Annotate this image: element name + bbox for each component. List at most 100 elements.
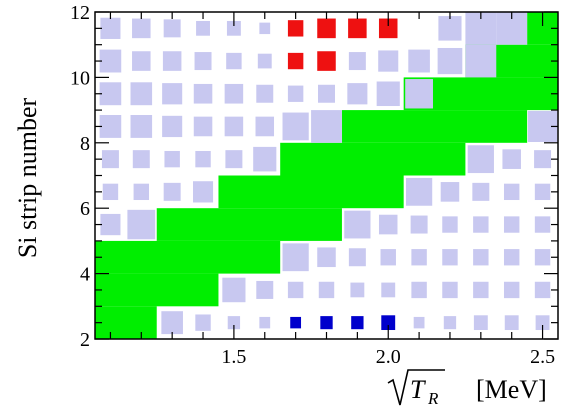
heatmap-cell — [162, 115, 183, 138]
heatmap-cell — [534, 183, 551, 201]
heatmap-cell — [502, 149, 521, 169]
heatmap-cell — [378, 214, 398, 235]
y-tick-label: 12 — [70, 2, 90, 24]
heatmap-cell — [381, 282, 396, 298]
heatmap-cell — [100, 17, 121, 39]
highlight-cell — [287, 52, 304, 70]
heatmap-cell — [503, 216, 520, 233]
heatmap-cell — [132, 51, 151, 71]
highlight-cell — [317, 51, 336, 71]
heatmap-cell — [503, 183, 520, 201]
y-axis-label: Si strip number — [13, 98, 42, 259]
y-tick-label: 2 — [80, 329, 90, 351]
heatmap-cell — [318, 84, 335, 103]
heatmap-cell — [411, 281, 427, 299]
highlight-cell — [290, 316, 302, 329]
heatmap-cell — [376, 81, 400, 107]
heatmap-cell — [255, 116, 275, 137]
band-segment — [218, 175, 404, 209]
x-tick-label: 2.5 — [530, 346, 555, 368]
heatmap-cell — [317, 247, 336, 268]
band-segment — [95, 306, 157, 339]
heatmap-cell — [256, 84, 274, 103]
heatmap-cell — [287, 85, 304, 102]
heatmap-cell — [222, 277, 246, 303]
heatmap-cell — [440, 182, 460, 202]
heatmap-cell — [473, 249, 489, 266]
heatmap-cell — [473, 281, 489, 299]
heatmap-cell — [413, 316, 425, 329]
heatmap-cell — [378, 50, 399, 72]
heatmap-cell — [504, 315, 519, 331]
heatmap-cell — [194, 52, 212, 71]
heatmap-cell — [130, 115, 153, 138]
heatmap-cell — [102, 183, 119, 201]
heatmap-cell — [282, 243, 309, 272]
heatmap-cell — [534, 249, 551, 266]
heatmap-cell — [438, 16, 462, 41]
heatmap-cell — [344, 210, 371, 239]
heatmap-cell — [196, 20, 210, 36]
heatmap-cell — [534, 150, 552, 169]
heatmap-cell — [282, 112, 309, 141]
heatmap-cell — [163, 182, 181, 201]
heatmap-cell — [348, 248, 366, 267]
x-tick-label: 2.0 — [376, 346, 401, 368]
heatmap-cell — [127, 209, 156, 240]
heatmap-cell — [162, 51, 182, 71]
heatmap-cell — [467, 145, 494, 174]
heatmap-cell — [311, 110, 342, 143]
heatmap-cell — [350, 282, 365, 298]
heatmap-cell — [132, 18, 151, 39]
band-segment — [280, 142, 466, 176]
plot-area — [95, 12, 558, 339]
band-segment — [156, 208, 342, 241]
y-tick-label: 4 — [80, 264, 90, 286]
heatmap-cell — [224, 116, 244, 137]
heatmap-cell — [193, 116, 213, 137]
heatmap-cell — [99, 82, 122, 106]
heatmap-cell — [405, 177, 433, 206]
heatmap-cell — [473, 216, 489, 233]
heatmap-cell — [193, 83, 213, 104]
x-tick-labels: 1.5 2.0 2.5 — [221, 346, 555, 368]
highlight-cell — [348, 18, 367, 39]
heatmap-cell — [226, 52, 242, 70]
heatmap-cell — [253, 146, 277, 172]
heatmap-cell — [472, 182, 490, 201]
axis-ticks — [95, 11, 558, 340]
heatmap-cell — [101, 150, 119, 169]
heatmap-cell — [164, 150, 180, 168]
highlight-cell — [287, 20, 304, 37]
x-axis-label: T R [MeV] — [387, 369, 547, 408]
heatmap-cell — [226, 20, 241, 36]
x-axis-label-subscript: R — [427, 389, 439, 408]
heatmap-cell — [133, 183, 150, 201]
x-tick-label: 1.5 — [221, 346, 246, 368]
heatmap-cell — [99, 115, 122, 138]
heatmap-cell — [437, 47, 463, 75]
heatmap-cell — [410, 215, 428, 234]
heatmap-cell — [195, 314, 211, 331]
sqrt-sign-icon — [387, 369, 445, 406]
heatmap-cell — [195, 150, 211, 168]
heatmap-cell — [473, 315, 488, 331]
y-tick-labels: 2 4 6 8 10 12 — [70, 2, 90, 351]
heatmap-cell — [161, 311, 183, 335]
heatmap-cell — [130, 82, 153, 106]
heatmap-cell — [224, 83, 244, 104]
heatmap-cell — [163, 19, 181, 38]
y-tick-label: 10 — [70, 67, 90, 89]
heatmap-cell — [503, 281, 520, 299]
highlight-cell — [317, 18, 336, 39]
band-segment — [95, 240, 281, 274]
heatmap-cell — [318, 281, 335, 299]
heatmap-cell — [442, 281, 458, 299]
band-segment — [341, 110, 528, 143]
y-tick-label: 6 — [80, 198, 90, 220]
heatmap-cell — [162, 83, 183, 105]
heatmap-cell — [443, 316, 457, 330]
highlight-cell — [381, 315, 396, 331]
y-tick-label: 8 — [80, 133, 90, 155]
heatmap-cell — [405, 79, 433, 109]
